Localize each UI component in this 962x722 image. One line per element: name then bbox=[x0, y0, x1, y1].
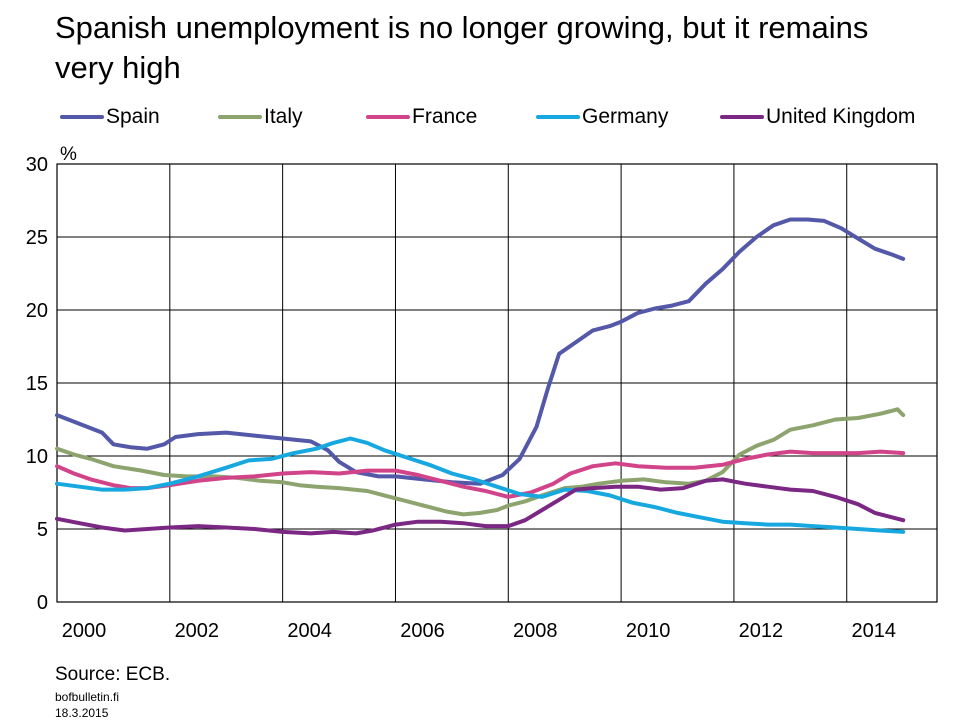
legend-label: Spain bbox=[106, 105, 160, 128]
x-tick-label: 2010 bbox=[626, 620, 671, 642]
legend-item-france: France bbox=[366, 104, 477, 130]
x-tick-label: 2006 bbox=[400, 620, 445, 642]
x-tick-label: 2008 bbox=[513, 620, 558, 642]
x-tick-label: 2004 bbox=[287, 620, 332, 642]
x-tick-label: 2000 bbox=[62, 620, 107, 642]
legend-label: Germany bbox=[582, 105, 669, 128]
series-line-italy bbox=[55, 407, 906, 517]
series-line-united-kingdom bbox=[55, 477, 906, 536]
plot-area-frame bbox=[56, 163, 938, 603]
legend-swatch bbox=[720, 115, 764, 119]
x-tick-label: 2012 bbox=[739, 620, 784, 642]
y-tick-label: 5 bbox=[37, 519, 48, 541]
source-note: Source: ECB. bbox=[55, 664, 171, 685]
legend-swatch bbox=[218, 115, 262, 119]
y-unit-label: % bbox=[60, 144, 77, 165]
series-line-spain bbox=[55, 217, 906, 486]
legend-swatch bbox=[536, 115, 580, 119]
site-credit: bofbulletin.fi bbox=[55, 690, 120, 704]
y-tick-label: 25 bbox=[26, 227, 48, 249]
y-tick-label: 30 bbox=[26, 154, 48, 176]
publication-date: 18.3.2015 bbox=[55, 706, 109, 720]
legend-label: France bbox=[412, 105, 478, 128]
y-tick-label: 15 bbox=[26, 373, 48, 395]
y-tick-label: 20 bbox=[26, 300, 48, 322]
y-tick-label: 10 bbox=[26, 446, 48, 468]
x-tick-label: 2002 bbox=[175, 620, 220, 642]
chart-title: Spanish unemployment is no longer growin… bbox=[55, 10, 869, 85]
y-tick-label: 0 bbox=[37, 592, 48, 614]
legend-swatch bbox=[60, 115, 104, 119]
legend-label: United Kingdom bbox=[766, 105, 916, 128]
legend-swatch bbox=[366, 115, 410, 119]
series-line-germany bbox=[55, 436, 906, 534]
chart-legend: Spain Italy France Germany United Kingdom bbox=[60, 104, 960, 130]
legend-label: Italy bbox=[264, 105, 303, 128]
legend-item-germany: Germany bbox=[536, 104, 668, 130]
legend-item-italy: Italy bbox=[218, 104, 303, 130]
legend-item-united-kingdom: United Kingdom bbox=[720, 104, 915, 130]
legend-item-spain: Spain bbox=[60, 104, 160, 130]
x-tick-label: 2014 bbox=[851, 620, 896, 642]
line-chart: 0 5 10 15 20 25 30 % 2000 2002 2004 2006 2008 2010 201… bbox=[26, 144, 938, 642]
